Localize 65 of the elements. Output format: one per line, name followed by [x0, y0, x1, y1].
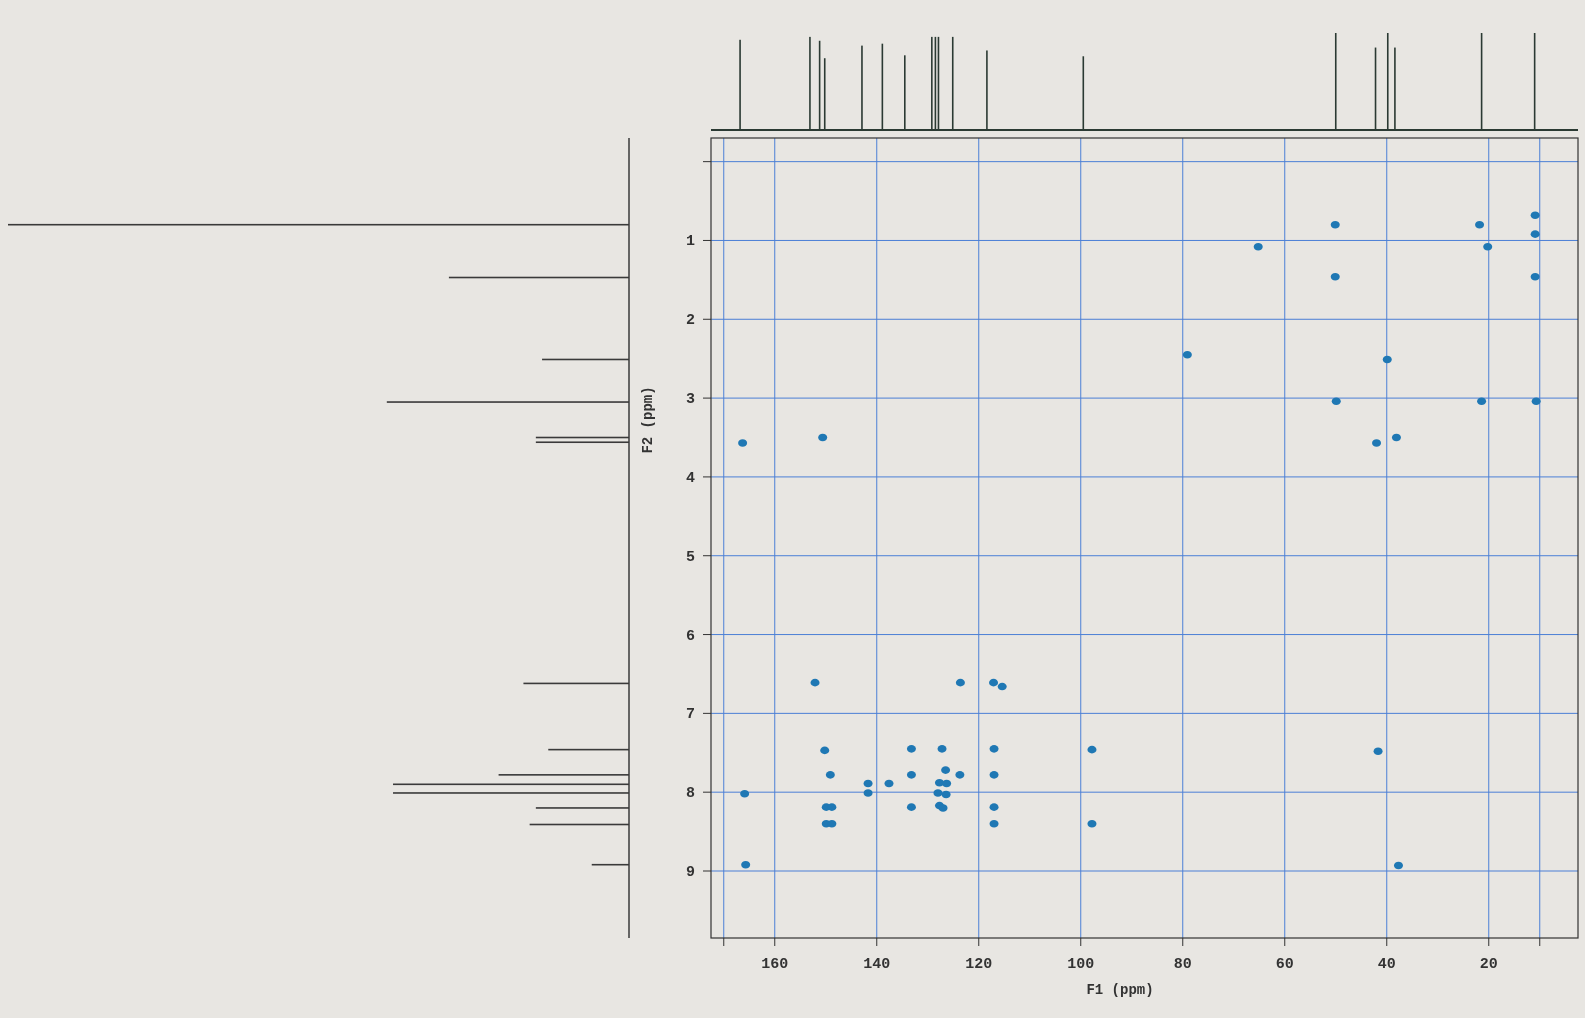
point — [820, 746, 830, 755]
point — [1330, 272, 1340, 281]
point — [1530, 272, 1540, 281]
y-tick-label: 9 — [685, 864, 695, 881]
y-tick-label: 4 — [685, 469, 695, 487]
point — [1373, 747, 1383, 755]
point — [1530, 211, 1540, 220]
x-axis-title: F1 (ppm) — [1086, 982, 1154, 998]
point — [989, 745, 999, 753]
point — [825, 771, 835, 779]
point — [933, 789, 943, 797]
point — [738, 439, 748, 447]
point — [810, 678, 820, 687]
point — [906, 745, 916, 753]
point — [1330, 220, 1340, 229]
point — [818, 433, 828, 442]
x-tick-label: 80 — [1173, 956, 1192, 973]
point — [942, 779, 952, 788]
point — [863, 779, 873, 788]
point — [941, 790, 951, 799]
point — [1253, 242, 1263, 251]
point — [989, 803, 999, 811]
point — [1331, 397, 1341, 406]
y-tick-label: 6 — [685, 627, 695, 645]
x-tick-label: 160 — [761, 956, 789, 973]
point — [1531, 397, 1541, 406]
point — [989, 771, 999, 779]
x-tick-label: 60 — [1275, 956, 1294, 973]
x-tick-label: 20 — [1479, 956, 1498, 973]
x-tick-label: 120 — [965, 956, 993, 973]
point — [1087, 745, 1097, 754]
point — [906, 771, 916, 779]
point — [941, 766, 951, 774]
point — [906, 803, 916, 811]
point — [1182, 350, 1192, 359]
point — [884, 779, 894, 788]
y-tick-label: 3 — [685, 391, 695, 409]
point — [937, 745, 947, 753]
point — [955, 771, 965, 779]
y-tick-label: 7 — [685, 706, 695, 724]
point — [1483, 242, 1493, 251]
y-tick-label: 1 — [685, 233, 695, 251]
point — [997, 682, 1007, 691]
x-tick-label: 100 — [1067, 956, 1095, 973]
point — [740, 789, 750, 798]
y-tick-label: 8 — [685, 785, 695, 803]
point — [741, 860, 751, 869]
y-tick-label: 5 — [685, 548, 695, 566]
point — [1477, 397, 1487, 406]
x-tick-label: 140 — [863, 956, 891, 973]
point — [989, 678, 999, 687]
x-tick-label: 40 — [1377, 956, 1396, 973]
point — [1475, 220, 1485, 229]
y-axis-title: F2 (ppm) — [640, 386, 656, 454]
point — [1530, 230, 1540, 238]
point — [989, 819, 999, 828]
point — [1391, 433, 1401, 442]
point — [938, 804, 948, 812]
point — [1393, 861, 1403, 870]
point — [863, 789, 873, 797]
point — [1382, 355, 1392, 364]
point — [955, 678, 965, 687]
point — [1087, 819, 1097, 828]
y-tick-label: 2 — [685, 312, 695, 330]
point — [1372, 439, 1382, 447]
